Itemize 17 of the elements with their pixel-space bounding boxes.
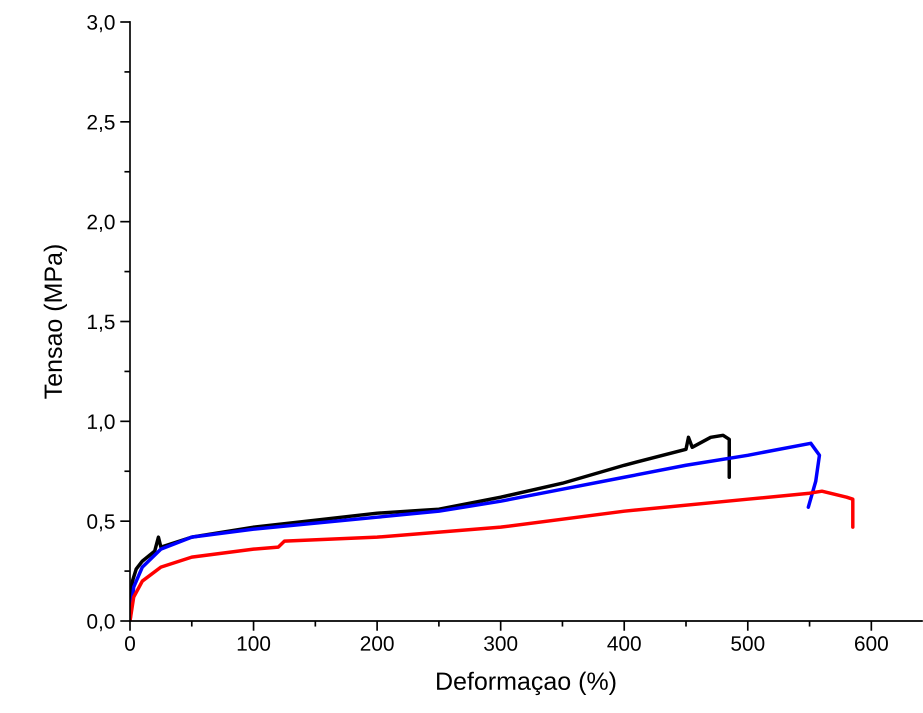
y-axis-title: Tensao (MPa) <box>44 245 67 399</box>
y-tick-label: 1,5 <box>88 314 115 332</box>
y-tick-label: 2,5 <box>88 114 115 132</box>
x-axis-title: Deformaçao (%) <box>437 672 616 696</box>
x-tick-label: 600 <box>855 636 888 651</box>
y-tick-label: 0,0 <box>87 614 115 632</box>
x-tick-label: 300 <box>484 636 518 651</box>
y-tick-label: 1,0 <box>88 414 115 432</box>
x-tick-label: 500 <box>731 636 764 651</box>
x-tick-label: 400 <box>607 636 641 651</box>
line-series <box>130 489 855 621</box>
y-tick-label: 2,0 <box>88 214 115 232</box>
x-tick-label: 200 <box>360 636 394 651</box>
x-tick-label: 100 <box>238 636 270 651</box>
x-tick-label: 0 <box>125 636 135 651</box>
y-tick-label: 3,0 <box>87 15 115 32</box>
y-tick-label: 0,5 <box>87 514 115 532</box>
